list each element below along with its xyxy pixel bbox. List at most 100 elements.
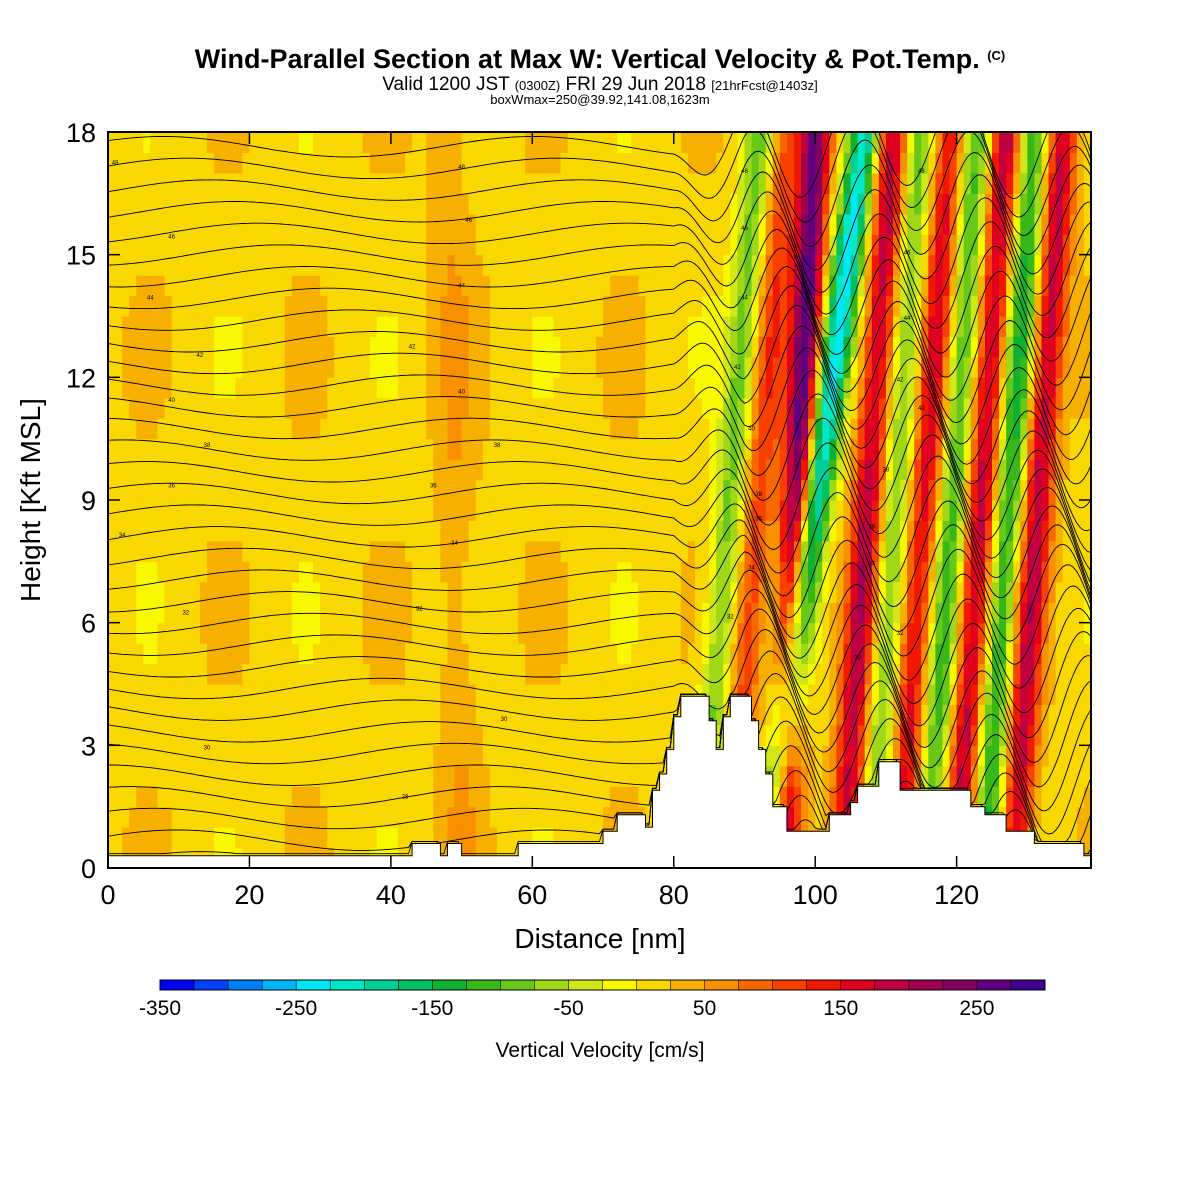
field-cell	[207, 520, 215, 542]
field-cell	[942, 193, 951, 215]
field-cell	[1006, 500, 1014, 522]
field-cell	[730, 459, 738, 481]
field-cell	[546, 172, 555, 194]
field-cell	[397, 479, 406, 501]
field-cell	[716, 684, 724, 706]
field-cell	[235, 581, 243, 603]
field-cell	[433, 561, 441, 583]
field-cell	[631, 540, 639, 562]
field-cell	[1020, 336, 1028, 358]
field-cell	[843, 622, 852, 644]
field-cell	[1062, 684, 1071, 706]
field-cell	[560, 704, 569, 726]
field-cell	[171, 234, 180, 256]
field-cell	[108, 356, 116, 378]
field-cell	[376, 336, 385, 358]
field-cell	[1013, 397, 1021, 419]
field-cell	[1055, 602, 1064, 624]
field-cell	[751, 459, 760, 481]
field-cell	[228, 152, 236, 174]
field-cell	[369, 316, 378, 338]
field-cell	[624, 540, 632, 562]
field-cell	[1076, 622, 1085, 644]
field-cell	[991, 684, 1000, 706]
field-cell	[786, 581, 795, 603]
field-cell	[1027, 520, 1036, 542]
field-cell	[914, 479, 922, 501]
field-cell	[921, 234, 929, 256]
field-cell	[320, 193, 328, 215]
field-cell	[730, 377, 738, 399]
field-cell	[327, 724, 335, 746]
field-cell	[298, 254, 307, 276]
field-cell	[313, 377, 321, 399]
field-cell	[412, 397, 420, 419]
field-cell	[694, 213, 703, 235]
field-cell	[1013, 356, 1021, 378]
field-cell	[518, 520, 526, 542]
field-cell	[836, 356, 845, 378]
field-cell	[970, 643, 979, 665]
field-cell	[553, 500, 562, 522]
field-cell	[489, 295, 498, 317]
field-cell	[482, 602, 491, 624]
field-cell	[419, 172, 427, 194]
field-cell	[504, 132, 512, 154]
field-cell	[157, 316, 166, 338]
field-cell	[645, 377, 654, 399]
field-cell	[383, 540, 392, 562]
field-cell	[1055, 356, 1064, 378]
field-cell	[539, 418, 548, 440]
field-cell	[263, 438, 272, 460]
field-cell	[369, 663, 378, 685]
field-cell	[1055, 622, 1064, 644]
field-cell	[956, 765, 965, 787]
field-cell	[751, 643, 760, 665]
field-cell	[1076, 704, 1085, 726]
field-cell	[617, 602, 625, 624]
field-cell	[1034, 806, 1043, 828]
field-cell	[298, 540, 307, 562]
field-cell	[949, 172, 958, 194]
field-cell	[334, 479, 342, 501]
field-cell	[122, 397, 130, 419]
field-cell	[864, 704, 873, 726]
field-cell	[298, 438, 307, 460]
field-cell	[426, 663, 434, 685]
field-cell	[984, 438, 993, 460]
field-cell	[270, 500, 279, 522]
field-cell	[843, 684, 852, 706]
field-cell	[772, 561, 781, 583]
field-cell	[864, 254, 873, 276]
field-cell	[419, 765, 427, 787]
field-cell	[574, 254, 583, 276]
field-cell	[984, 213, 993, 235]
field-cell	[836, 602, 845, 624]
field-cell	[539, 356, 548, 378]
field-cell	[963, 356, 972, 378]
field-cell	[829, 724, 838, 746]
field-cell	[864, 459, 873, 481]
field-cell	[977, 745, 986, 767]
field-cell	[603, 663, 611, 685]
field-cell	[617, 377, 625, 399]
field-cell	[504, 438, 512, 460]
field-cell	[277, 275, 286, 297]
field-cell	[560, 479, 569, 501]
field-cell	[956, 704, 965, 726]
field-cell	[595, 602, 604, 624]
field-cell	[1055, 193, 1064, 215]
field-cell	[256, 561, 265, 583]
field-cell	[178, 704, 187, 726]
field-cell	[631, 275, 639, 297]
field-cell	[263, 254, 272, 276]
field-cell	[496, 275, 505, 297]
field-cell	[687, 234, 696, 256]
field-cell	[249, 704, 258, 726]
field-cell	[313, 765, 321, 787]
field-cell	[277, 827, 286, 849]
field-cell	[659, 724, 668, 746]
field-cell	[115, 786, 123, 808]
field-cell	[765, 561, 774, 583]
field-cell	[397, 418, 406, 440]
